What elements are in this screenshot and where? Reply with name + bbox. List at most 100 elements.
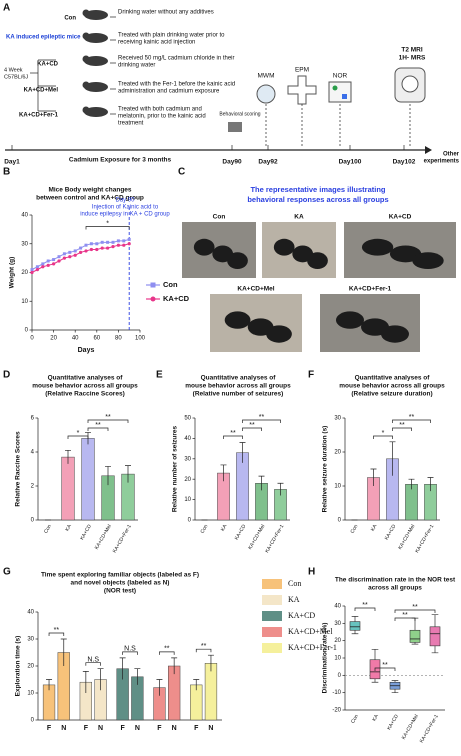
x-tick-label: KA+CD+Mel [247, 524, 266, 551]
photo-label: KA+CD [389, 214, 412, 221]
x-tick-label: KA+CD+Mel [397, 524, 416, 551]
significance-bracket [122, 651, 138, 655]
group-description: Treated with the Fer-1 before the kainic… [118, 82, 235, 88]
significance-label: ** [382, 662, 388, 669]
marker [116, 243, 120, 247]
marker [30, 270, 34, 275]
legend-label: KA+CD [163, 294, 190, 303]
mouse-head [82, 32, 90, 40]
legend-label: KA+CD+Mel [288, 627, 333, 636]
mouse [266, 325, 292, 343]
marker [106, 240, 110, 244]
significance-label: ** [105, 414, 111, 421]
photo-label: KA+CD+Mel [237, 286, 274, 293]
test-label: 1H- MRS [399, 55, 426, 62]
significance-label: ** [164, 646, 170, 653]
y-tick-label: -10 [332, 690, 341, 696]
significance-label: ** [95, 422, 101, 429]
photos-title: behavioral responses across all groups [247, 195, 388, 204]
group-description: melatonin, prior to the kainic acid [118, 114, 206, 120]
nor-object [342, 94, 347, 99]
mouse-icon [84, 10, 108, 20]
marker [106, 246, 110, 250]
x-tick-label: Con [200, 523, 210, 534]
strain: 4 Week [4, 67, 23, 73]
error-bar [65, 449, 71, 464]
panel-label: D [3, 370, 10, 381]
significance-label: ** [230, 430, 236, 437]
annotation: Injection of Kainic acid to [92, 205, 159, 211]
error-bar [258, 475, 265, 491]
y-tick-label: 30 [27, 637, 34, 643]
error-bar [60, 638, 67, 666]
marker [52, 262, 56, 266]
y-tick-label: 30 [184, 456, 191, 462]
x-tick-label: KA+CD [79, 523, 93, 541]
marker [79, 246, 83, 250]
bar [61, 456, 75, 521]
marker [35, 268, 40, 272]
y-tick-label: 4 [31, 450, 35, 456]
x-tick-label: KA [370, 523, 379, 532]
y-axis-label: Relative Raccine Scores [15, 431, 22, 507]
x-tick-label: KA [64, 523, 73, 532]
marker [57, 259, 61, 263]
mwm-icon [256, 84, 276, 104]
significance-label: ** [362, 602, 368, 609]
photo-label: Con [213, 214, 226, 221]
significance-label: ** [201, 643, 207, 650]
mouse-head [82, 55, 90, 63]
error-bar [97, 668, 104, 691]
mouse [307, 252, 328, 270]
marker [30, 268, 34, 272]
marker [100, 240, 104, 244]
panel-label: F [308, 370, 314, 381]
chart-title: (Relative Raccine Scores) [45, 391, 124, 398]
error-bar [193, 679, 200, 691]
x-tick-label: 100 [135, 336, 146, 342]
significance-bracket [373, 435, 393, 439]
box [349, 621, 361, 631]
legend-marker [150, 282, 156, 288]
y-axis-label: Discrimination rate (%) [322, 623, 329, 694]
mouse-icon [84, 107, 108, 117]
legend-label: KA [288, 595, 300, 604]
x-tick-label: Con [350, 713, 360, 724]
other-label: experiments [424, 159, 460, 165]
legend-swatch [262, 611, 282, 621]
significance-bracket [67, 435, 89, 439]
legend-marker [150, 296, 156, 302]
significance-bracket [87, 427, 109, 431]
x-tick-label: 0 [30, 336, 34, 342]
significance-bracket [85, 226, 130, 230]
test-label: Behavioral scoring [219, 111, 260, 117]
error-bar [105, 466, 111, 486]
legend-swatch [262, 643, 282, 653]
marker [84, 249, 88, 253]
group-description: receiving kainic acid injection [118, 40, 195, 46]
significance-bracket [159, 651, 175, 655]
group-description: drinking water [118, 63, 155, 69]
y-tick-label: 20 [21, 270, 28, 276]
group-description: Treated with plain drinking water prior … [118, 33, 225, 39]
y-tick-label: 0 [188, 518, 192, 524]
x-tick-label: KA [371, 713, 380, 722]
nor-object [332, 85, 338, 91]
x-tick-label: KA+CD+Fer-1 [419, 713, 440, 744]
y-tick-label: 0 [25, 328, 29, 334]
y-tick-label: 20 [334, 638, 341, 644]
legend-swatch [262, 579, 282, 589]
marker [73, 249, 77, 253]
mouse-head [82, 106, 90, 114]
significance-bracket [354, 607, 376, 611]
group-description: Received 50 mg/L cadmium chloride in the… [118, 56, 235, 62]
group-name: KA+CD+Mel [24, 88, 59, 94]
marker [111, 240, 115, 244]
legend-label: KA+CD [288, 611, 315, 620]
photo-label: KA [294, 214, 304, 221]
y-tick-label: 30 [334, 416, 341, 422]
error-bar [427, 477, 434, 492]
significance-label: ** [409, 414, 415, 421]
y-axis-label: Relative seizure duration (s) [322, 426, 329, 513]
significance-bracket [392, 419, 431, 423]
